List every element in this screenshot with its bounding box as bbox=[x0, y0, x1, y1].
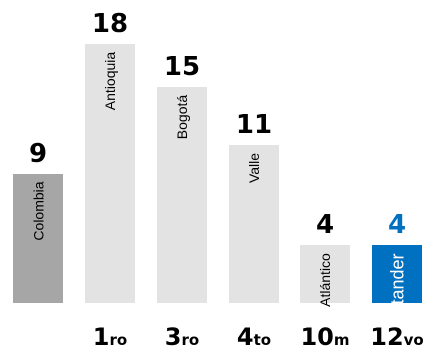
rank-label-3: 4to bbox=[209, 323, 299, 348]
category-label-1: Antioquia bbox=[102, 51, 119, 111]
value-label-5: 4 bbox=[387, 210, 407, 241]
value-label-2: 15 bbox=[163, 52, 201, 83]
rank-suffix-5: vo bbox=[403, 331, 424, 348]
rank-label-1: 1ro bbox=[65, 323, 155, 348]
rank-number-5: 12 bbox=[370, 323, 404, 348]
value-label-3: 11 bbox=[235, 109, 273, 140]
value-label-0: 9 bbox=[28, 138, 48, 169]
rank-suffix-4: m bbox=[333, 331, 350, 348]
value-label-1: 18 bbox=[91, 9, 129, 39]
category-label-4: Atlántico bbox=[316, 253, 333, 308]
rank-number-4: 10 bbox=[300, 323, 334, 348]
rank-label-4: 10m bbox=[280, 323, 370, 348]
category-label-2: Bogotá bbox=[174, 94, 191, 140]
rank-suffix-1: ro bbox=[109, 331, 128, 348]
rank-suffix-2: ro bbox=[181, 331, 200, 348]
bar-0 bbox=[13, 173, 63, 303]
category-label-0: Colombia bbox=[30, 181, 47, 241]
bar-3 bbox=[229, 144, 279, 303]
rank-label-2: 3ro bbox=[137, 323, 227, 348]
bar-4 bbox=[300, 245, 350, 303]
bar-2 bbox=[157, 87, 207, 303]
rank-number-2: 3 bbox=[164, 323, 182, 348]
bar-1 bbox=[85, 44, 135, 303]
bar-5 bbox=[372, 245, 422, 303]
rank-number-1: 1 bbox=[92, 323, 110, 348]
rank-number-3: 4 bbox=[236, 323, 254, 348]
value-label-4: 4 bbox=[315, 210, 335, 241]
rank-label-5: 12vo bbox=[352, 323, 425, 348]
rank-suffix-3: to bbox=[253, 331, 272, 348]
category-label-3: Valle bbox=[246, 152, 263, 183]
